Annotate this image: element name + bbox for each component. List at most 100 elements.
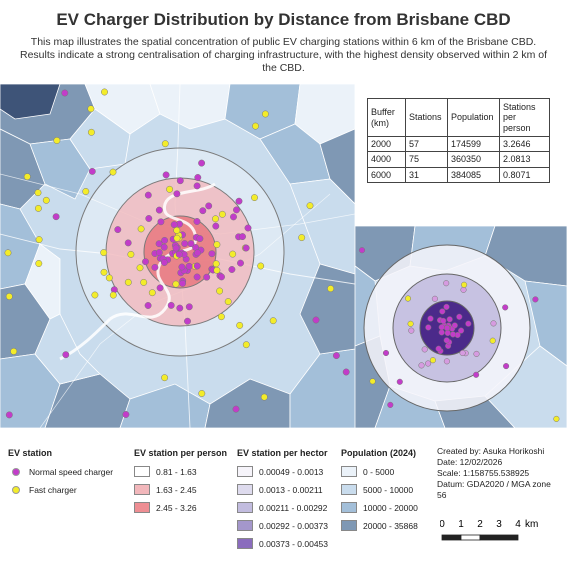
- charger-point[interactable]: [218, 210, 226, 218]
- charger-point[interactable]: [446, 316, 453, 323]
- charger-point[interactable]: [503, 363, 510, 370]
- charger-point[interactable]: [124, 278, 132, 286]
- charger-point[interactable]: [155, 206, 163, 214]
- charger-point[interactable]: [124, 239, 132, 247]
- charger-point[interactable]: [421, 346, 428, 353]
- charger-point[interactable]: [244, 224, 252, 232]
- charger-point[interactable]: [160, 259, 168, 266]
- charger-point[interactable]: [429, 357, 436, 364]
- charger-point[interactable]: [449, 331, 457, 338]
- charger-point[interactable]: [458, 327, 465, 334]
- charger-point[interactable]: [155, 240, 163, 248]
- charger-point[interactable]: [184, 317, 191, 325]
- charger-point[interactable]: [114, 226, 122, 234]
- charger-point[interactable]: [145, 215, 153, 222]
- charger-point[interactable]: [261, 110, 269, 118]
- charger-point[interactable]: [306, 202, 314, 210]
- charger-point[interactable]: [161, 140, 169, 148]
- charger-point[interactable]: [148, 289, 156, 297]
- charger-point[interactable]: [101, 88, 108, 96]
- charger-point[interactable]: [185, 262, 193, 270]
- charger-point[interactable]: [532, 296, 539, 303]
- charger-point[interactable]: [213, 266, 221, 274]
- charger-point[interactable]: [443, 337, 450, 344]
- charger-point[interactable]: [42, 196, 50, 204]
- charger-point[interactable]: [228, 266, 236, 273]
- charger-point[interactable]: [451, 322, 458, 329]
- charger-point[interactable]: [431, 295, 438, 302]
- charger-point[interactable]: [438, 324, 445, 331]
- charger-point[interactable]: [4, 249, 12, 257]
- charger-point[interactable]: [425, 360, 432, 367]
- charger-point[interactable]: [327, 285, 335, 293]
- charger-point[interactable]: [216, 287, 224, 295]
- charger-point[interactable]: [396, 378, 403, 385]
- charger-point[interactable]: [62, 351, 70, 359]
- charger-point[interactable]: [157, 218, 165, 226]
- charger-point[interactable]: [332, 352, 340, 360]
- charger-point[interactable]: [156, 284, 164, 292]
- charger-point[interactable]: [242, 341, 250, 349]
- charger-point[interactable]: [444, 329, 451, 337]
- charger-point[interactable]: [178, 263, 186, 271]
- charger-point[interactable]: [88, 167, 96, 175]
- charger-point[interactable]: [199, 207, 207, 215]
- charger-point[interactable]: [52, 213, 60, 221]
- charger-point[interactable]: [179, 279, 187, 287]
- charger-point[interactable]: [35, 260, 43, 267]
- charger-point[interactable]: [173, 226, 181, 234]
- charger-point[interactable]: [233, 206, 240, 214]
- charger-point[interactable]: [34, 189, 42, 197]
- charger-point[interactable]: [425, 324, 432, 331]
- charger-point[interactable]: [443, 280, 450, 287]
- charger-point[interactable]: [407, 320, 414, 327]
- charger-point[interactable]: [127, 250, 135, 258]
- charger-point[interactable]: [140, 278, 148, 286]
- charger-point[interactable]: [203, 273, 211, 281]
- charger-point[interactable]: [212, 260, 220, 268]
- charger-point[interactable]: [213, 241, 221, 249]
- charger-point[interactable]: [490, 320, 497, 327]
- charger-point[interactable]: [443, 303, 450, 310]
- charger-point[interactable]: [87, 128, 95, 136]
- charger-point[interactable]: [172, 280, 180, 288]
- charger-point[interactable]: [418, 362, 425, 369]
- charger-point[interactable]: [218, 273, 225, 281]
- charger-point[interactable]: [196, 235, 204, 243]
- charger-point[interactable]: [427, 315, 434, 322]
- charger-point[interactable]: [461, 281, 468, 288]
- charger-point[interactable]: [34, 204, 42, 212]
- charger-point[interactable]: [176, 304, 184, 312]
- charger-point[interactable]: [181, 240, 189, 248]
- charger-point[interactable]: [167, 301, 175, 309]
- charger-point[interactable]: [269, 317, 277, 325]
- charger-point[interactable]: [100, 249, 108, 257]
- charger-point[interactable]: [239, 233, 246, 241]
- charger-point[interactable]: [489, 337, 496, 344]
- charger-point[interactable]: [166, 185, 174, 193]
- charger-point[interactable]: [232, 405, 240, 413]
- charger-point[interactable]: [187, 240, 195, 248]
- charger-point[interactable]: [105, 274, 113, 282]
- charger-point[interactable]: [473, 371, 480, 378]
- charger-point[interactable]: [257, 262, 265, 270]
- charger-point[interactable]: [144, 302, 152, 309]
- charger-point[interactable]: [193, 218, 201, 225]
- charger-point[interactable]: [176, 177, 184, 185]
- charger-point[interactable]: [224, 298, 232, 306]
- charger-point[interactable]: [193, 273, 201, 281]
- charger-point[interactable]: [136, 264, 144, 272]
- charger-point[interactable]: [387, 401, 394, 408]
- charger-point[interactable]: [358, 247, 366, 254]
- charger-point[interactable]: [443, 358, 450, 365]
- charger-point[interactable]: [456, 313, 463, 320]
- charger-point[interactable]: [252, 122, 259, 130]
- charger-point[interactable]: [460, 286, 467, 293]
- charger-point[interactable]: [162, 171, 170, 179]
- charger-point[interactable]: [369, 378, 376, 385]
- charger-point[interactable]: [91, 291, 99, 299]
- charger-point[interactable]: [212, 215, 219, 223]
- charger-point[interactable]: [61, 89, 69, 97]
- charger-point[interactable]: [193, 182, 201, 190]
- charger-point[interactable]: [173, 190, 181, 198]
